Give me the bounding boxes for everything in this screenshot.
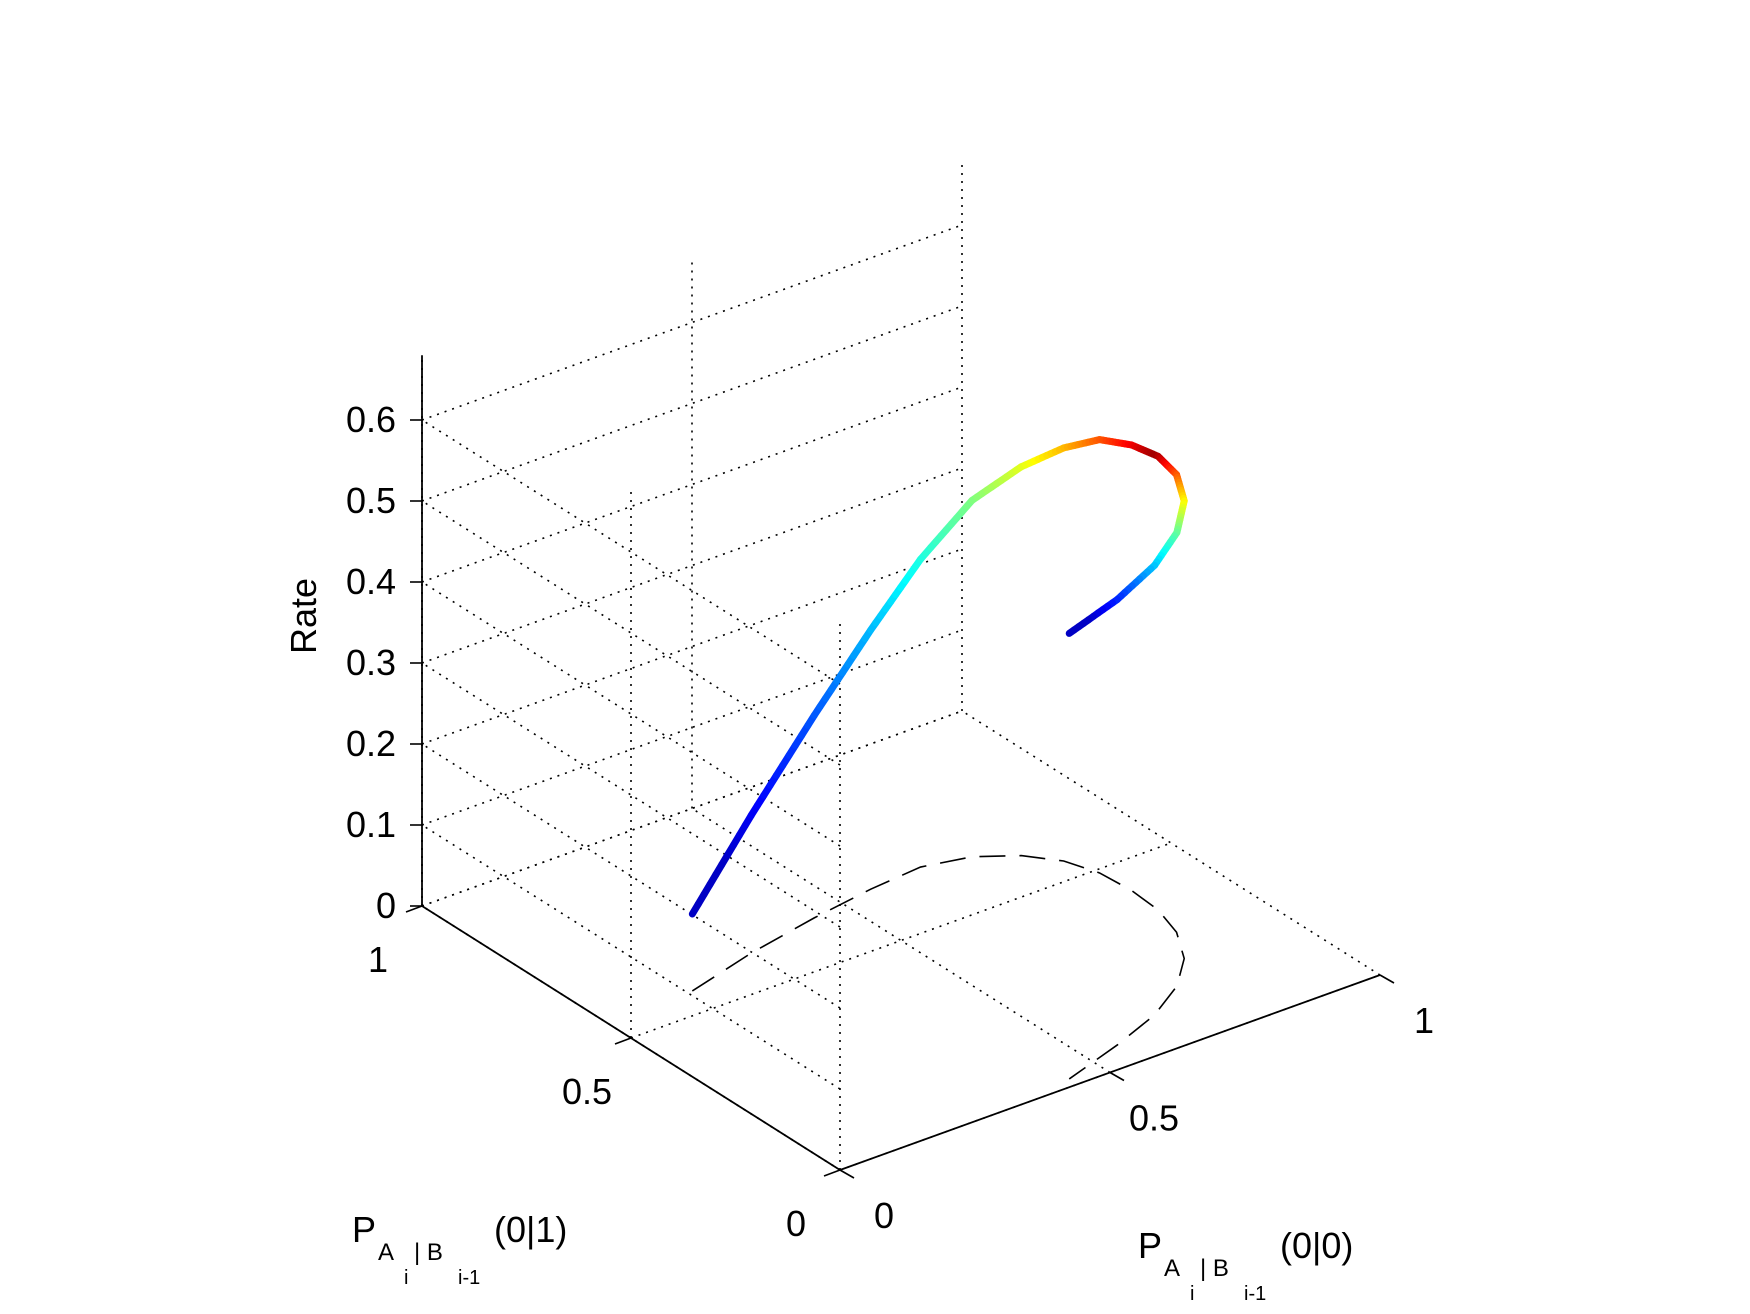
x-tick-label: 0 (874, 1195, 894, 1236)
z-tick-label: 0.1 (346, 804, 396, 845)
projection-curve (691, 854, 1186, 1080)
x-axis-label-tail: (0|0) (1280, 1225, 1353, 1266)
z-tick-label: 0 (376, 885, 396, 926)
x-tick-mark (1379, 974, 1395, 984)
y-axis-label: P A i | B i-1 (0|1) (352, 1209, 567, 1289)
y-tick-label: 0 (786, 1203, 806, 1244)
z-tick-label: 0.3 (346, 642, 396, 683)
x-axis-label-mid: | B (1200, 1255, 1229, 1282)
x-axis-label: P A i | B i-1 (0|0) (1138, 1225, 1353, 1305)
y-axis-label-mid: | B (414, 1239, 443, 1266)
x-tick-label: 1 (1414, 1000, 1434, 1041)
grid-layer (421, 160, 1381, 1171)
y-axis-label-sub: A (378, 1239, 394, 1266)
wall-left-grid-z (421, 662, 841, 928)
y-axis-label-tail: (0|1) (494, 1209, 567, 1250)
z-axis-label: Rate (283, 578, 324, 654)
x-axis-label-subsub: i (1190, 1283, 1194, 1305)
z-tick-label: 0.6 (346, 399, 396, 440)
x-tick-mark (1109, 1071, 1125, 1082)
x-axis-label-main: P (1138, 1225, 1162, 1266)
y-tick-mark (405, 905, 423, 913)
x-axis-label-subsub2: i-1 (1244, 1283, 1266, 1305)
y-tick-label: 0.5 (562, 1071, 612, 1112)
z-tick-label: 0.4 (346, 561, 396, 602)
x-tick-label: 0.5 (1129, 1098, 1179, 1139)
x-tick-mark (839, 1169, 855, 1179)
y-tick-label: 1 (368, 939, 388, 980)
floor-grid-x (691, 807, 1111, 1074)
y-tick-mark (823, 1169, 841, 1177)
y-axis-label-main: P (352, 1209, 376, 1250)
series-layer (688, 436, 1188, 1080)
z-tick-label: 0.5 (346, 480, 396, 521)
floor-grid-y (630, 842, 1172, 1039)
rate-curve-segment (1065, 626, 1078, 637)
axes-layer (405, 355, 1395, 1179)
wall-right-grid-z (421, 467, 963, 664)
y-axis-label-subsub: i (404, 1267, 408, 1289)
y-tick-mark (614, 1037, 632, 1045)
y-axis-label-subsub2: i-1 (458, 1267, 480, 1289)
z-tick-label: 0.2 (346, 723, 396, 764)
x-axis-label-sub: A (1164, 1255, 1180, 1282)
ticks-layer: 0 0.5 1 0 0.5 1 0 0.1 0.2 0.3 0.4 0.5 0.6 (346, 399, 1434, 1244)
